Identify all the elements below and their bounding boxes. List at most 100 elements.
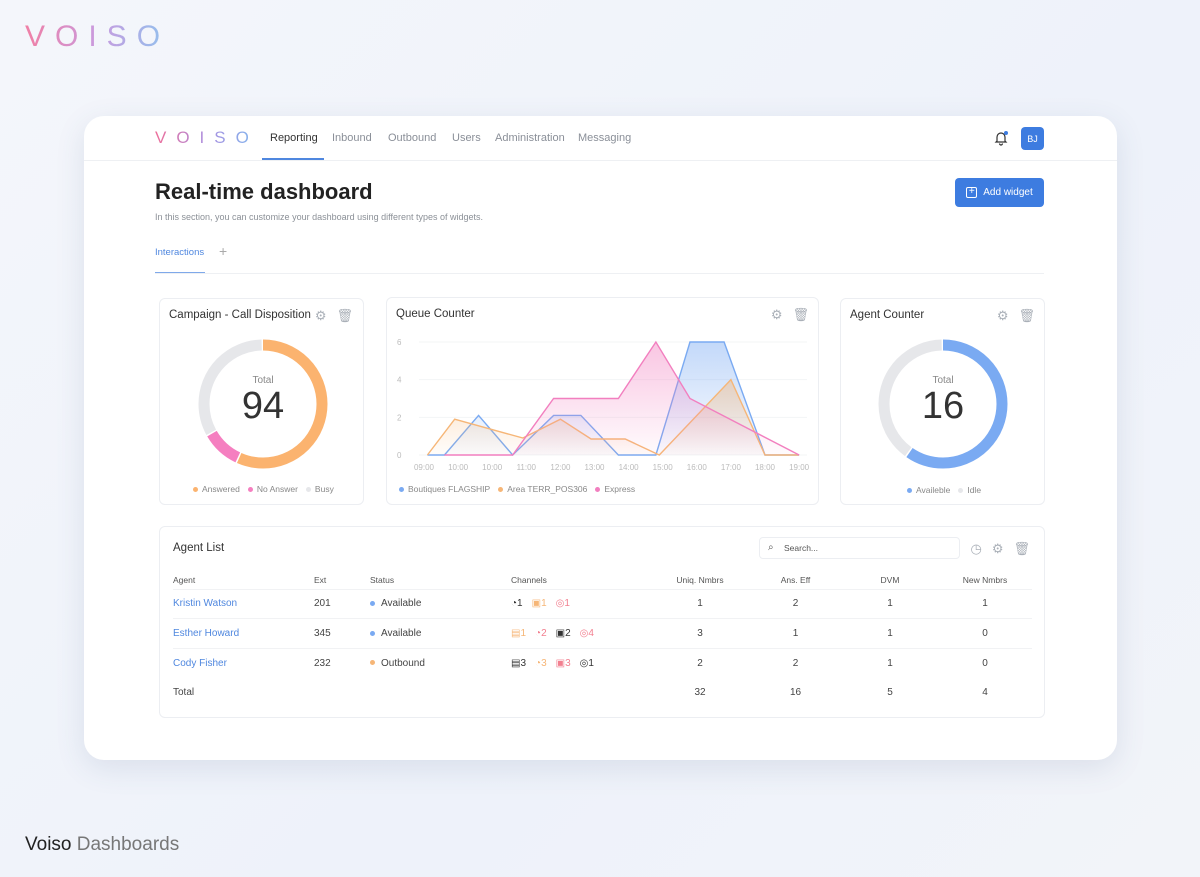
- gear-icon[interactable]: ⚙: [770, 307, 783, 322]
- widget-title: Agent Counter: [850, 309, 925, 321]
- add-widget-button[interactable]: + Add widget: [955, 178, 1044, 207]
- gear-icon[interactable]: ⚙: [996, 308, 1009, 323]
- total-value: 94: [241, 385, 285, 427]
- search-input[interactable]: ⌕ Search...: [759, 537, 960, 559]
- col-dvm: DVM: [880, 574, 900, 585]
- status-dot: [370, 630, 375, 636]
- agent-name-link[interactable]: Esther Howard: [173, 618, 314, 648]
- legend-dot: [247, 487, 253, 493]
- channel-count: 3: [565, 657, 571, 669]
- y-tick-label: 6: [397, 338, 402, 347]
- channels-cell: ◔1 ▣1 ◎1: [511, 588, 651, 619]
- trash-icon[interactable]: 🗑: [1018, 308, 1035, 323]
- nav-messaging[interactable]: Messaging: [578, 132, 632, 144]
- legend-dot: [399, 487, 404, 493]
- divider: [155, 273, 1044, 274]
- voiso-logo[interactable]: VOISO: [155, 128, 259, 147]
- ext-cell: 232: [314, 647, 370, 678]
- legend-dot: [305, 487, 311, 493]
- empty-cell: [370, 678, 511, 708]
- uniq-cell: 2: [651, 647, 749, 678]
- channel-badge: ◔2: [535, 628, 547, 639]
- y-tick-label: 4: [397, 376, 402, 385]
- legend-label: Busy: [314, 484, 334, 494]
- status-cell: Available: [370, 588, 511, 619]
- avatar[interactable]: BJ: [1021, 127, 1044, 150]
- channel-count: 3: [541, 657, 547, 669]
- table-row: Kristin Watson 201 Available ◔1 ▣1 ◎1 1 2 1 1: [173, 588, 1032, 619]
- col-ans: Ans. Eff: [780, 574, 811, 585]
- nav-reporting[interactable]: Reporting: [270, 132, 318, 144]
- messenger-icon: ◎: [555, 598, 565, 610]
- search-icon: ⌕: [768, 542, 774, 553]
- agent-counter-widget: Agent Counter ⚙ 🗑 Total 16 Availeble Idle: [840, 298, 1045, 505]
- legend-item: Answered: [193, 484, 240, 494]
- top-nav: VOISO Reporting Inbound Outbound Users A…: [84, 116, 1117, 161]
- channel-badge: ▣1: [532, 598, 547, 609]
- instagram-icon: ▣: [555, 627, 566, 639]
- legend: Availeble Idle: [907, 485, 981, 495]
- widget-title: Queue Counter: [396, 308, 475, 320]
- legend-item: No Answer: [247, 484, 298, 494]
- legend-label: Boutiques FLAGSHIP: [408, 484, 491, 494]
- x-tick-label: 09:00: [414, 463, 435, 472]
- campaign-donut: [198, 339, 328, 469]
- channel-count: 2: [565, 627, 571, 639]
- total-new: 4: [982, 686, 988, 698]
- ans-cell: 1: [749, 618, 842, 648]
- widget-title: Campaign - Call Disposition: [169, 309, 311, 321]
- x-tick-label: 11:00: [517, 463, 537, 472]
- page-subtitle: In this section, you can customize your …: [155, 212, 484, 222]
- x-tick-label: 18:00: [755, 463, 776, 472]
- trash-icon[interactable]: 🗑: [792, 307, 809, 322]
- channel-count: 1: [564, 598, 570, 610]
- donut-segment-answered: [198, 339, 328, 469]
- nav-administration[interactable]: Administration: [495, 132, 565, 144]
- campaign-widget: Campaign - Call Disposition ⚙ 🗑 Total 94 A…: [159, 298, 364, 505]
- donut-segment-busy: [198, 339, 328, 469]
- channel-count: 1: [517, 598, 523, 610]
- channel-badge: ◎1: [556, 598, 570, 609]
- channel-count: 2: [541, 627, 547, 639]
- add-tab-button[interactable]: +: [219, 243, 228, 259]
- channel-count: 3: [520, 657, 527, 669]
- legend-label: Area TERR_POS306: [507, 484, 588, 494]
- trash-icon[interactable]: 🗑: [336, 308, 353, 323]
- new-cell: 0: [938, 647, 1032, 678]
- trash-icon[interactable]: 🗑: [1013, 541, 1030, 556]
- col-channels: Channels: [511, 574, 547, 585]
- nav-inbound[interactable]: Inbound: [332, 132, 372, 144]
- col-ext: Ext: [314, 574, 327, 585]
- channel-badge: ◎1: [580, 658, 594, 669]
- nav-active-indicator: [262, 158, 324, 160]
- channel-badge: ▤3: [511, 658, 526, 669]
- sms-icon: ▤: [511, 657, 521, 669]
- x-tick-label: 10:00: [482, 463, 503, 472]
- legend-dot: [193, 487, 198, 493]
- series-line: [444, 340, 800, 456]
- bell-icon[interactable]: [993, 130, 1009, 146]
- ext-cell: 345: [314, 618, 370, 648]
- legend-item: Availeble: [907, 485, 950, 495]
- gear-icon[interactable]: ⚙: [991, 541, 1004, 556]
- gear-icon[interactable]: ⚙: [314, 308, 327, 323]
- status-label: Available: [381, 598, 422, 610]
- page-title: Real-time dashboard: [155, 179, 373, 204]
- agent-table: Agent Ext Status Channels Uniq. Nmbrs An…: [173, 571, 1032, 707]
- nav-outbound[interactable]: Outbound: [388, 132, 437, 144]
- x-tick-label: 12:00: [550, 463, 571, 472]
- legend-label: Idle: [967, 485, 982, 495]
- legend: Answered No Answer Busy: [193, 484, 334, 494]
- clock-icon[interactable]: ◷: [970, 541, 982, 556]
- agent-name-link[interactable]: Kristin Watson: [173, 588, 314, 619]
- ans-cell: 2: [749, 588, 842, 619]
- col-status: Status: [370, 574, 395, 585]
- search-placeholder: Search...: [784, 543, 819, 553]
- agent-name-link[interactable]: Cody Fisher: [173, 647, 314, 678]
- ext-cell: 201: [314, 588, 370, 619]
- caption-light: Dashboards: [71, 834, 180, 855]
- nav-users[interactable]: Users: [452, 132, 481, 144]
- y-tick-label: 0: [397, 451, 402, 460]
- tab-interactions[interactable]: Interactions: [155, 247, 205, 258]
- dvm-cell: 1: [842, 647, 938, 678]
